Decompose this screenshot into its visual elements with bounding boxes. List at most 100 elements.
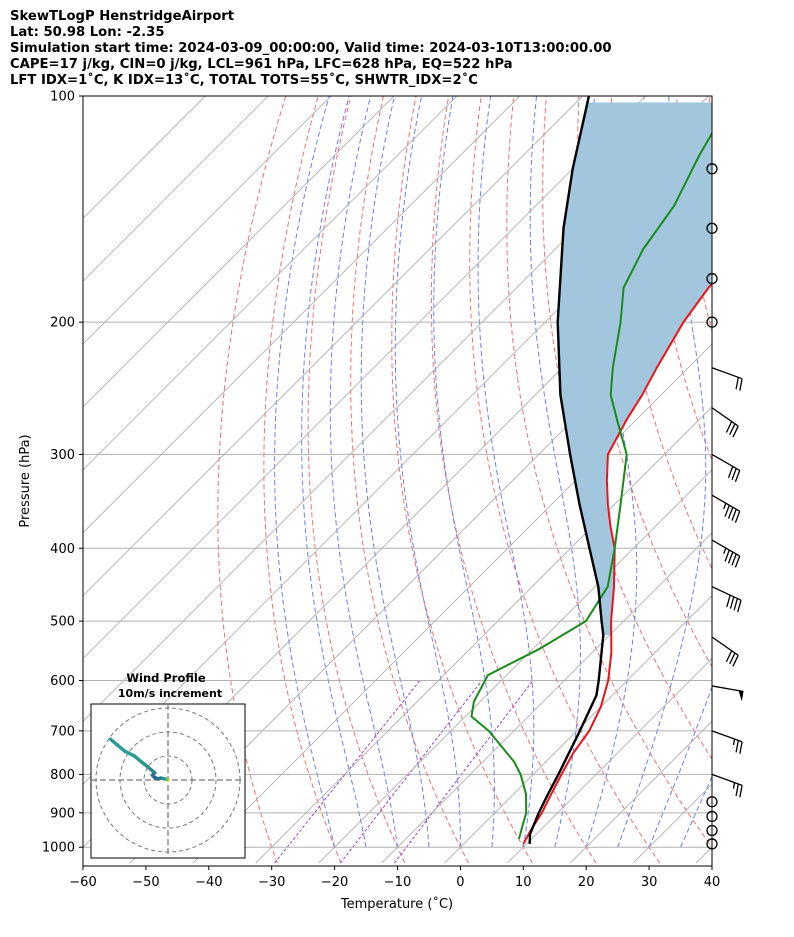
barb-feather [729,652,736,665]
wind-barb [706,824,718,837]
wind-barb [706,316,718,328]
barb-shaft [711,586,742,601]
barb-shaft [711,730,743,743]
moist-adiabat [433,96,495,848]
wind-barbs [706,163,744,850]
barb-feather [735,377,739,390]
x-tick-label: 20 [578,875,595,890]
x-tick-label: −30 [258,875,285,890]
cin-shaded-area [557,102,712,636]
barb-feather [731,553,737,566]
barb-feather [734,511,741,523]
barb-shaft [711,685,744,693]
wind-barb [711,586,742,613]
y-tick-label: 100 [50,90,75,105]
axes: −60 −50 −40 −30 −20 −10 0 10 20 30 40 100 200 300 400 5… [42,90,720,891]
wind-profile-subtitle: 10m/s increment [118,687,222,700]
calm-wind-circle [706,810,718,823]
barb-feather [735,783,739,797]
moist-adiabat [648,685,712,848]
cape-line: CAPE=17 j/kg, CIN=0 j/kg, LCL=961 hPa, L… [10,57,513,72]
wind-barb [706,272,718,285]
barb-half-feather [723,547,727,554]
barb-feather [733,598,739,611]
isotherm-line [83,96,521,534]
x-axis-label: Temperature (˚C) [340,896,453,912]
barb-feather [739,741,743,754]
barb-feather [739,378,743,391]
isotherm-line [83,96,332,345]
barb-feather [731,468,737,481]
barb-feather [737,600,742,613]
wind-barb [706,163,718,175]
barb-feather [732,655,739,667]
dry-adiabat [742,96,794,863]
dry-adiabat [430,96,597,864]
barb-flag [738,690,744,702]
dry-adiabat [217,96,287,864]
dry-adiabat [469,96,661,864]
barb-feather [727,507,734,519]
mixing-ratio-line [340,680,483,864]
hodograph-segment [108,737,120,747]
hodograph-segment [123,749,137,758]
calm-wind-circle [706,163,718,175]
isotherm-line [444,594,712,864]
barb-half-feather [723,503,727,510]
wind-barb [711,636,739,667]
calm-wind-circle [706,824,718,837]
wind-barb [711,773,743,798]
x-tick-label: 0 [456,875,464,890]
dry-adiabat [263,96,342,864]
barb-feather [731,509,737,521]
dry-adiabat [708,96,712,135]
isotherm-line [83,96,395,408]
dry-adiabat [774,96,794,863]
parcel-profile-line [528,96,605,844]
wind-barb [706,838,718,850]
calm-wind-circle [706,222,718,234]
barb-feather [734,470,741,483]
isotherm-line [569,720,712,864]
x-tick-label: −40 [195,875,222,890]
wind-barb [706,796,718,808]
location-line: Lat: 50.98 Lon: -2.35 [10,25,165,40]
x-tick-label: −10 [384,875,411,890]
isotherm-line [507,657,712,864]
moist-adiabat [711,846,712,848]
calm-wind-circle [706,796,718,808]
wind-barb [711,367,743,391]
barb-feather [729,596,735,609]
y-tick-label: 200 [50,316,75,331]
dry-adiabat [643,96,712,462]
calm-wind-circle [706,838,718,850]
wind-barb [711,407,739,438]
calm-wind-circle [706,272,718,285]
barb-shaft [711,407,739,427]
barb-shaft [711,367,743,380]
isotherm-line [318,469,712,864]
temperature-line [522,282,712,845]
x-tick-label: 30 [641,875,658,890]
wind-profile-inset: Wind Profile 10m/s increment [90,671,246,859]
barb-feather [725,650,733,663]
barb-shaft [711,494,741,512]
barb-feather [735,740,739,753]
wind-barb [706,222,718,234]
dry-adiabat [391,96,533,864]
y-tick-label: 400 [50,542,75,557]
moist-adiabat [394,96,461,848]
isotherm-line [83,96,583,597]
indices-line: LFT IDX=1˚C, K IDX=13˚C, TOTAL TOTS=55˚C… [10,73,478,88]
mixing-ratio-line [274,680,421,864]
barb-half-feather [732,782,736,789]
barb-feather [725,421,733,433]
chart-title: SkewTLogP HenstridgeAirport [10,9,235,24]
x-tick-label: 10 [515,875,532,890]
isotherm-line [83,96,646,660]
wind-barb [711,685,744,702]
wind-profile-title: Wind Profile [126,671,206,685]
dry-adiabat [307,96,406,864]
barb-feather [724,549,730,562]
